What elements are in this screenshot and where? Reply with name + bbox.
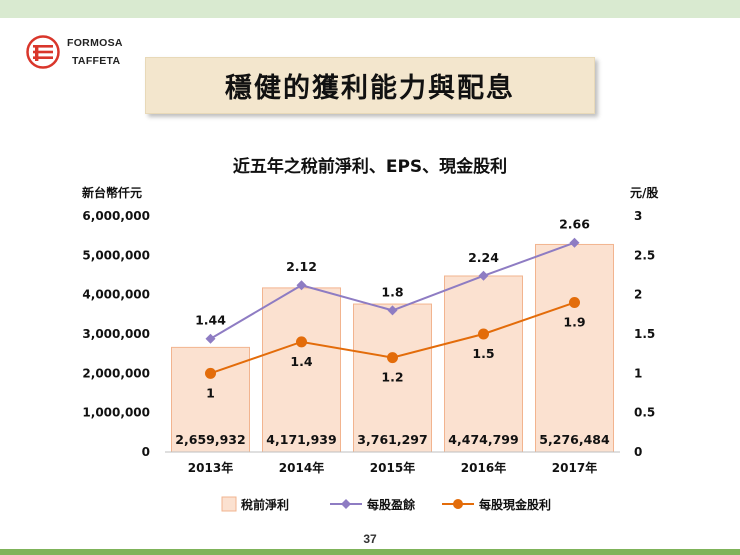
dividend-point <box>569 297 580 309</box>
bar-pretax-income <box>262 287 341 453</box>
left-axis-tick-label: 2,000,000 <box>82 366 150 380</box>
right-axis-tick-label: 1.5 <box>634 327 655 341</box>
bar-pretax-income <box>444 275 523 453</box>
legend-label-eps: 每股盈餘 <box>367 497 416 512</box>
dividend-data-label: 1.9 <box>563 315 585 330</box>
legend-marker-eps <box>341 499 351 509</box>
eps-data-label: 2.12 <box>286 259 317 274</box>
right-axis-tick-label: 2 <box>634 288 642 302</box>
right-axis-unit: 元/股 <box>630 186 659 200</box>
left-axis-tick-label: 0 <box>142 445 150 459</box>
right-axis-tick-label: 0.5 <box>634 406 655 420</box>
slide-title: 穩健的獲利能力與配息 <box>225 73 515 104</box>
right-axis-tick-label: 3 <box>634 209 642 223</box>
bottom-decor-band <box>0 549 740 555</box>
bar-pretax-income <box>353 303 432 453</box>
company-name-line2: TAFFETA <box>72 55 121 67</box>
legend-label-dividend: 每股現金股利 <box>479 497 551 512</box>
formosa-logo-icon <box>26 35 60 69</box>
company-name-line1: FORMOSA <box>67 37 123 49</box>
chart-title: 近五年之稅前淨利、EPS、現金股利 <box>232 157 508 177</box>
dividend-point <box>296 336 307 348</box>
x-axis-category-label: 2014年 <box>279 460 324 475</box>
x-axis-category-label: 2013年 <box>188 460 233 475</box>
x-axis-category-label: 2015年 <box>370 460 415 475</box>
eps-point <box>569 237 580 248</box>
dividend-point <box>387 352 398 364</box>
bar-pretax-income <box>535 243 614 453</box>
left-axis-tick-label: 5,000,000 <box>82 248 150 262</box>
dividend-data-label: 1.2 <box>381 370 403 385</box>
right-axis-tick-label: 1 <box>634 366 642 380</box>
bar-data-label: 3,761,297 <box>357 432 427 447</box>
dividend-data-label: 1.4 <box>290 354 312 369</box>
right-axis-tick-label: 0 <box>634 445 642 459</box>
page-number: 37 <box>363 532 377 546</box>
top-decor-band <box>0 0 740 18</box>
left-axis-tick-label: 6,000,000 <box>82 209 150 223</box>
eps-data-label: 2.66 <box>559 217 590 232</box>
eps-point <box>478 270 489 281</box>
dividend-data-label: 1.5 <box>472 346 494 361</box>
left-axis-tick-label: 1,000,000 <box>82 406 150 420</box>
bar-data-label: 4,474,799 <box>448 432 518 447</box>
slide-title-box: 穩健的獲利能力與配息 <box>145 57 595 114</box>
legend-swatch-pretax-income <box>221 496 237 512</box>
x-axis-category-label: 2017年 <box>552 460 597 475</box>
eps-point <box>387 305 398 316</box>
dividend-point <box>205 367 216 379</box>
bar-data-label: 5,276,484 <box>539 432 610 447</box>
dividend-point <box>478 328 489 340</box>
left-axis-tick-label: 4,000,000 <box>82 288 150 302</box>
bar-data-label: 4,171,939 <box>266 432 336 447</box>
left-axis-tick-label: 3,000,000 <box>82 327 150 341</box>
right-axis-tick-label: 2.5 <box>634 248 655 262</box>
eps-data-label: 2.24 <box>468 250 499 265</box>
eps-point <box>296 280 307 291</box>
legend-marker-dividend <box>453 499 463 509</box>
eps-data-label: 1.8 <box>381 284 403 299</box>
eps-data-label: 1.44 <box>195 313 226 328</box>
dividend-data-label: 1 <box>206 385 215 400</box>
legend-label-pretax-income: 稅前淨利 <box>241 497 289 512</box>
x-axis-category-label: 2016年 <box>461 460 506 475</box>
bar-data-label: 2,659,932 <box>175 432 245 447</box>
left-axis-unit: 新台幣仟元 <box>82 186 143 200</box>
eps-point <box>205 333 216 344</box>
bar-pretax-income <box>171 346 250 453</box>
